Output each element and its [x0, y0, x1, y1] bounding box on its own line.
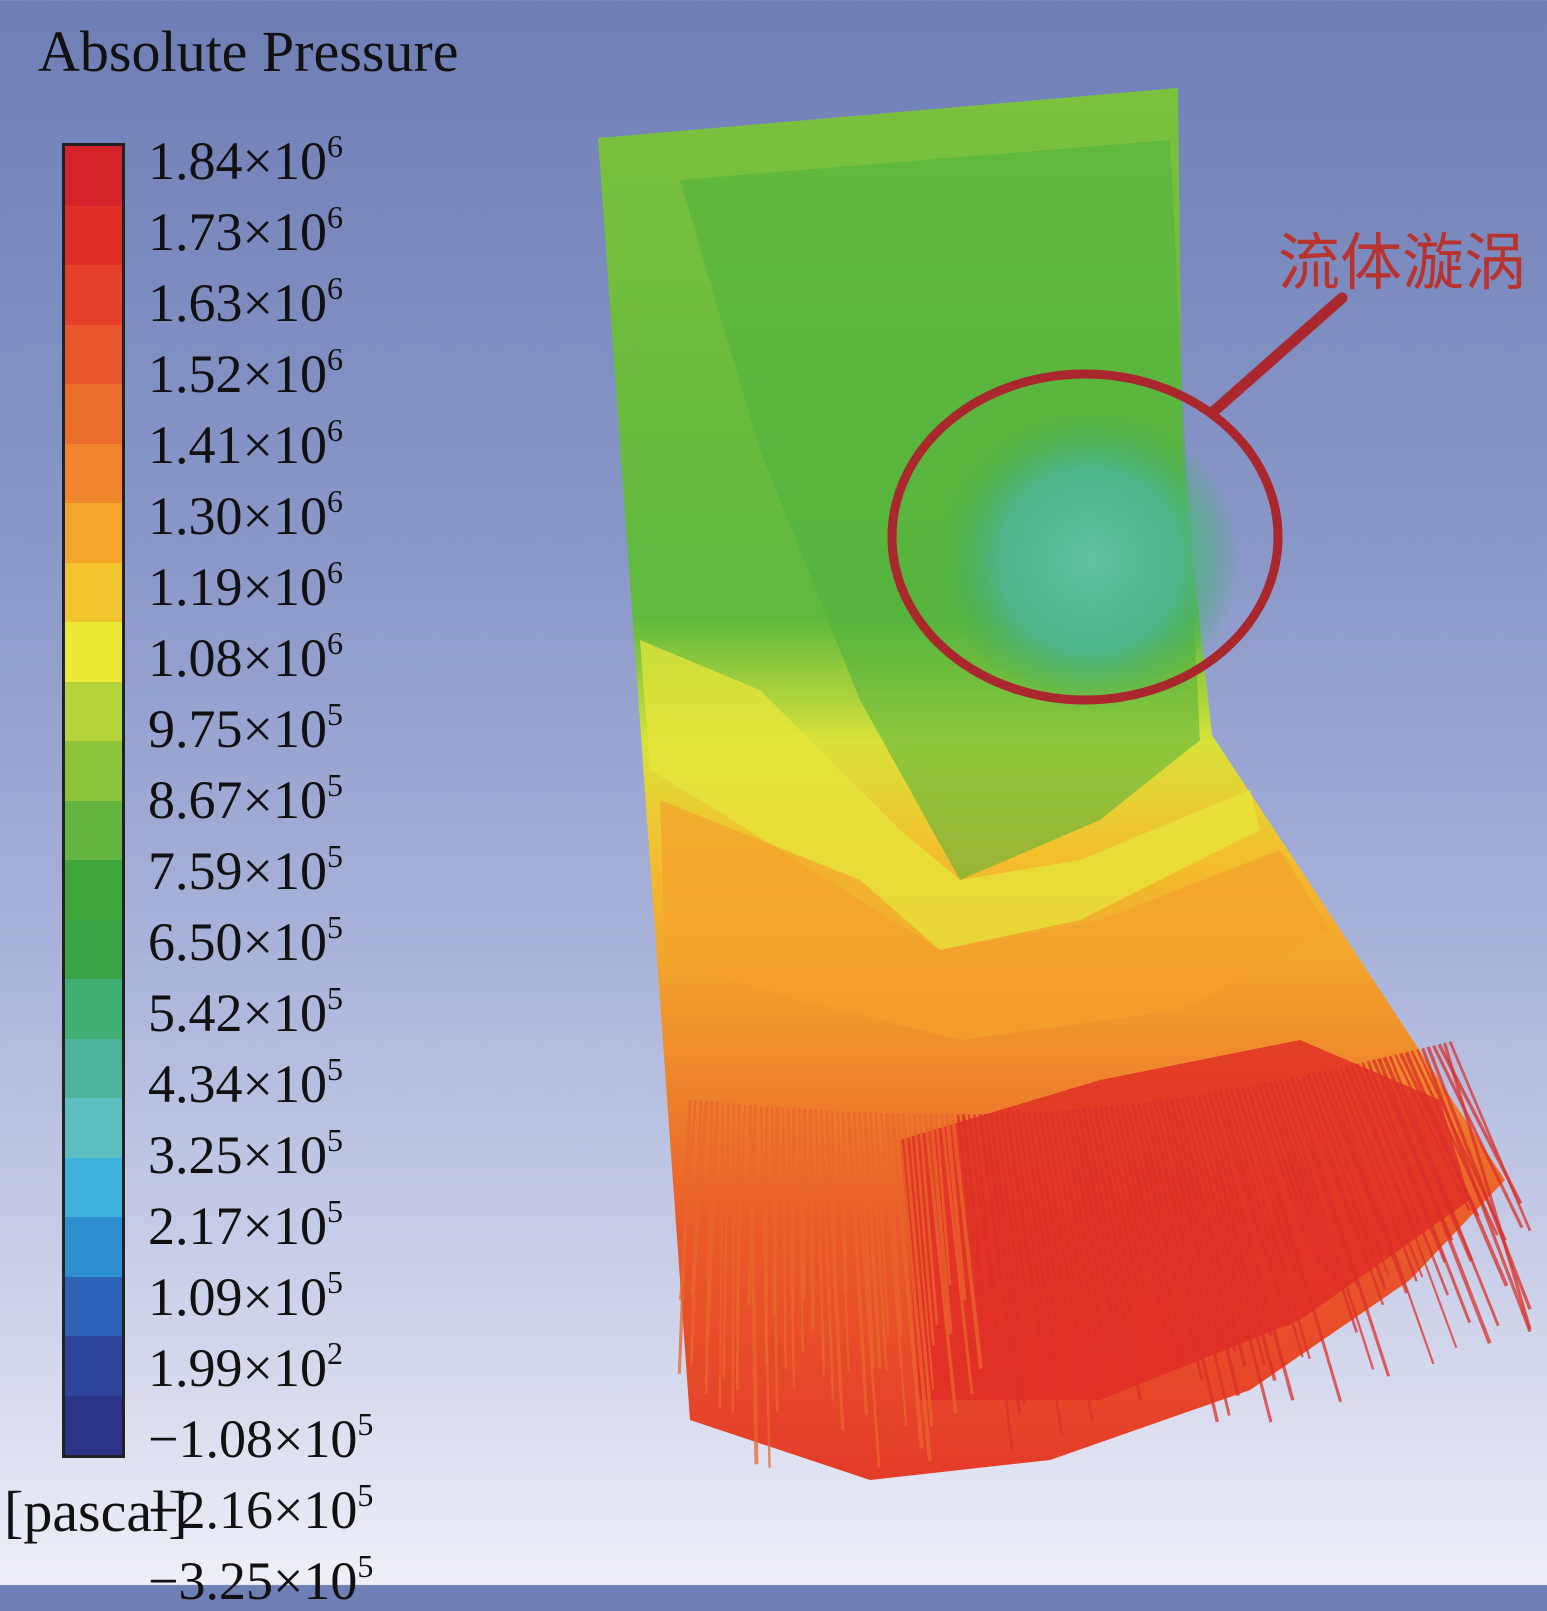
tick-mantissa: 1.08×10: [148, 628, 327, 688]
tick-exponent: 5: [327, 1051, 343, 1087]
tick-exponent: 5: [357, 1406, 373, 1442]
tick-exponent: 5: [327, 767, 343, 803]
color-band: [65, 503, 122, 563]
tick-mantissa: 7.59×10: [148, 841, 327, 901]
tick-exponent: 6: [327, 199, 343, 235]
color-band: [65, 860, 122, 920]
tick-label: 1.19×106: [148, 544, 448, 615]
tick-mantissa: 9.75×10: [148, 699, 327, 759]
vortex-annotation-label: 流体漩涡: [1278, 212, 1526, 302]
tick-exponent: 6: [327, 412, 343, 448]
tick-exponent: 6: [327, 341, 343, 377]
tick-label: 5.42×105: [148, 970, 448, 1041]
color-band: [65, 1158, 122, 1218]
color-band: [65, 1217, 122, 1277]
vortex-patch: [940, 410, 1240, 710]
tick-label: 1.99×102: [148, 1325, 448, 1396]
streak-line: [733, 1104, 734, 1412]
color-band: [65, 1098, 122, 1158]
legend-unit: [pascal]: [4, 1478, 188, 1545]
tick-label: 1.84×106: [148, 118, 448, 189]
tick-exponent: 5: [327, 1122, 343, 1158]
color-band: [65, 1039, 122, 1099]
tick-exponent: 6: [327, 128, 343, 164]
streak-line: [804, 1109, 805, 1299]
tick-label: 1.09×105: [148, 1254, 448, 1325]
tick-mantissa: 5.42×10: [148, 983, 327, 1043]
tick-label: 1.63×106: [148, 260, 448, 331]
color-band: [65, 979, 122, 1039]
color-band: [65, 563, 122, 623]
color-band: [65, 206, 122, 266]
tick-mantissa: 4.34×10: [148, 1054, 327, 1114]
tick-label: 1.30×106: [148, 473, 448, 544]
color-band: [65, 622, 122, 682]
streak-line: [793, 1108, 794, 1312]
tick-exponent: 6: [327, 554, 343, 590]
tick-mantissa: 1.99×10: [148, 1338, 327, 1398]
tick-mantissa: 8.67×10: [148, 770, 327, 830]
tick-label: 7.59×105: [148, 828, 448, 899]
color-band: [65, 1336, 122, 1396]
tick-mantissa: 1.52×10: [148, 344, 327, 404]
tick-exponent: 5: [327, 909, 343, 945]
tick-exponent: 6: [327, 270, 343, 306]
color-band: [65, 384, 122, 444]
tick-mantissa: 1.73×10: [148, 202, 327, 262]
tick-label: −3.25×105: [148, 1538, 448, 1609]
tick-exponent: 5: [327, 1264, 343, 1300]
color-band: [65, 1277, 122, 1337]
tick-label: −1.08×105: [148, 1396, 448, 1467]
color-band: [65, 801, 122, 861]
tick-exponent: 6: [327, 483, 343, 519]
tick-exponent: 5: [327, 696, 343, 732]
tick-mantissa: 1.84×10: [148, 131, 327, 191]
tick-exponent: 6: [327, 625, 343, 661]
tick-mantissa: 1.41×10: [148, 415, 327, 475]
tick-label: −2.16×105: [148, 1467, 448, 1538]
color-band: [65, 1396, 122, 1456]
tick-mantissa: −3.25×10: [148, 1551, 357, 1611]
color-band: [65, 444, 122, 504]
color-band: [65, 741, 122, 801]
tick-label: 8.67×105: [148, 757, 448, 828]
tick-label: 1.08×106: [148, 615, 448, 686]
color-band: [65, 920, 122, 980]
color-scale-bar: [62, 143, 125, 1458]
tick-label: 4.34×105: [148, 1041, 448, 1112]
color-band: [65, 682, 122, 742]
tick-mantissa: 1.19×10: [148, 557, 327, 617]
tick-label: 1.52×106: [148, 331, 448, 402]
tick-exponent: 5: [327, 838, 343, 874]
legend-title: Absolute Pressure: [38, 18, 458, 85]
tick-exponent: 5: [357, 1548, 373, 1584]
tick-label: 6.50×105: [148, 899, 448, 970]
tick-label: 9.75×105: [148, 686, 448, 757]
tick-label: 2.17×105: [148, 1183, 448, 1254]
annotation-leader-line: [1213, 298, 1342, 412]
tick-mantissa: 6.50×10: [148, 912, 327, 972]
tick-mantissa: 1.63×10: [148, 273, 327, 333]
tick-mantissa: 1.30×10: [148, 486, 327, 546]
color-band: [65, 146, 122, 206]
color-band: [65, 265, 122, 325]
streak-line: [810, 1109, 813, 1329]
tick-exponent: 5: [357, 1477, 373, 1513]
color-band: [65, 325, 122, 385]
tick-exponent: 5: [327, 980, 343, 1016]
tick-label: 1.73×106: [148, 189, 448, 260]
tick-mantissa: 2.17×10: [148, 1196, 327, 1256]
tick-label: 1.41×106: [148, 402, 448, 473]
tick-label: 3.25×105: [148, 1112, 448, 1183]
tick-mantissa: 1.09×10: [148, 1267, 327, 1327]
tick-exponent: 2: [327, 1335, 343, 1371]
tick-mantissa: −1.08×10: [148, 1409, 357, 1469]
tick-exponent: 5: [327, 1193, 343, 1229]
tick-mantissa: 3.25×10: [148, 1125, 327, 1185]
